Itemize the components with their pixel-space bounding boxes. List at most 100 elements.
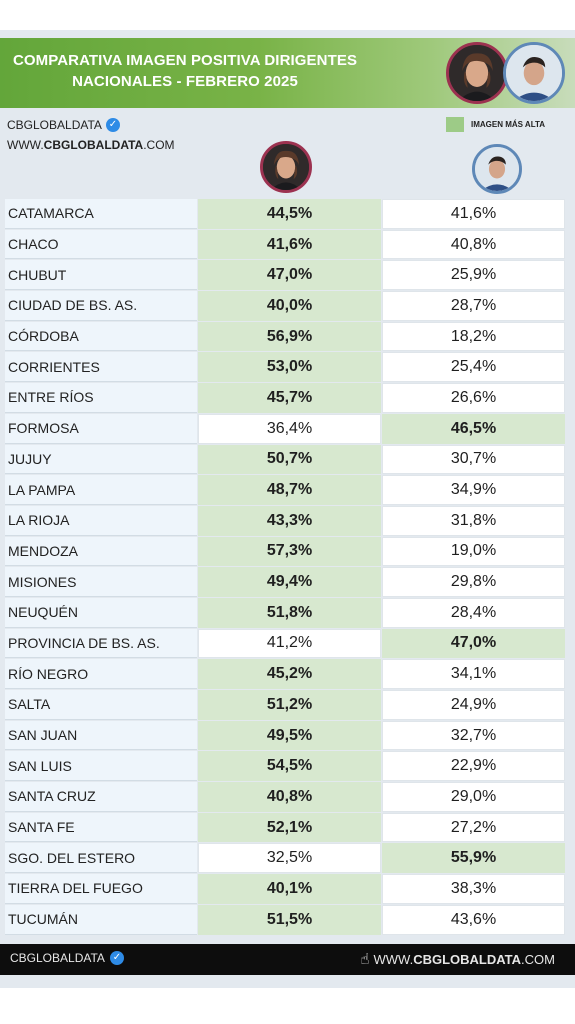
title-line-2: NACIONALES - FEBRERO 2025 [72, 73, 298, 90]
kicillof-value-cell: 34,1% [382, 659, 565, 689]
table-row: RÍO NEGRO 45,2% 34,1% [5, 659, 565, 690]
milei-value-cell: 49,5% [198, 720, 381, 751]
milei-value-cell: 40,8% [198, 782, 381, 812]
footer-bar [0, 944, 575, 975]
province-label: CORRIENTES [5, 352, 197, 383]
milei-value-cell: 32,5% [198, 843, 381, 874]
kicillof-portrait-header [503, 42, 565, 104]
province-label: CÓRDOBA [5, 321, 197, 352]
kicillof-portrait-column [472, 144, 522, 194]
table-row: CÓRDOBA 56,9% 18,2% [5, 321, 565, 353]
table-row: SALTA 51,2% 24,9% [5, 690, 565, 721]
milei-value-cell: 51,8% [198, 597, 381, 628]
kicillof-value-cell: 55,9% [382, 843, 565, 874]
milei-value-cell: 56,9% [198, 321, 381, 352]
milei-value-cell: 40,0% [198, 291, 381, 321]
kicillof-value-cell: 38,3% [382, 874, 565, 904]
milei-value-cell: 51,2% [198, 690, 381, 720]
table-row: TIERRA DEL FUEGO 40,1% 38,3% [5, 874, 565, 905]
milei-value-cell: 53,0% [198, 352, 381, 383]
table-row: CATAMARCA 44,5% 41,6% [5, 199, 565, 230]
kicillof-value-cell: 41,6% [382, 199, 565, 229]
table-row: CORRIENTES 53,0% 25,4% [5, 352, 565, 383]
milei-value-cell: 49,4% [198, 567, 381, 597]
table-row: ENTRE RÍOS 45,7% 26,6% [5, 383, 565, 414]
brand-handle: CBGLOBALDATA ✓ [7, 118, 120, 132]
kicillof-value-cell: 25,4% [382, 352, 565, 383]
province-label: MENDOZA [5, 536, 197, 567]
brand-name: CBGLOBALDATA [7, 118, 102, 132]
footer-brand: CBGLOBALDATA ✓ [10, 951, 124, 965]
province-label: NEUQUÉN [5, 597, 197, 628]
milei-value-cell: 40,1% [198, 874, 381, 904]
province-label: JUJUY [5, 444, 197, 475]
milei-value-cell: 41,2% [198, 628, 381, 659]
kicillof-value-cell: 28,4% [382, 597, 565, 628]
table-row: SANTA CRUZ 40,8% 29,0% [5, 782, 565, 813]
table-row: JUJUY 50,7% 30,7% [5, 444, 565, 476]
table-row: FORMOSA 36,4% 46,5% [5, 413, 565, 445]
province-label: SANTA FE [5, 812, 197, 843]
brand-website: WWW.CBGLOBALDATA.COM [7, 138, 175, 152]
site-prefix: WWW. [7, 138, 44, 152]
kicillof-value-cell: 18,2% [382, 321, 565, 352]
province-label: SALTA [5, 690, 197, 720]
milei-value-cell: 51,5% [198, 904, 381, 935]
footer-website: ☝ WWW.CBGLOBALDATA.COM [360, 950, 555, 968]
footer-site-suffix: .COM [521, 951, 555, 967]
title-line-1: COMPARATIVA IMAGEN POSITIVA DIRIGENTES [12, 52, 358, 69]
milei-portrait-column [260, 141, 312, 193]
milei-value-cell: 48,7% [198, 475, 381, 505]
table-row: MENDOZA 57,3% 19,0% [5, 536, 565, 568]
province-label: CATAMARCA [5, 199, 197, 229]
province-label: SAN LUIS [5, 751, 197, 782]
milei-value-cell: 43,3% [198, 505, 381, 536]
table-row: CHUBUT 47,0% 25,9% [5, 260, 565, 291]
kicillof-value-cell: 26,6% [382, 383, 565, 413]
table-row: MISIONES 49,4% 29,8% [5, 567, 565, 598]
kicillof-value-cell: 34,9% [382, 475, 565, 505]
table-row: SGO. DEL ESTERO 32,5% 55,9% [5, 843, 565, 874]
footer-verified-badge-icon: ✓ [109, 951, 124, 965]
province-label: CIUDAD DE BS. AS. [5, 291, 197, 321]
chart-title: COMPARATIVA IMAGEN POSITIVA DIRIGENTES N… [0, 50, 370, 92]
legend-swatch [446, 117, 464, 132]
kicillof-value-cell: 40,8% [382, 229, 565, 260]
milei-value-cell: 45,7% [198, 383, 381, 413]
province-label: LA PAMPA [5, 475, 197, 505]
kicillof-value-cell: 25,9% [382, 260, 565, 291]
table-row: CIUDAD DE BS. AS. 40,0% 28,7% [5, 291, 565, 322]
province-label: CHUBUT [5, 260, 197, 291]
province-label: MISIONES [5, 567, 197, 597]
legend-label: IMAGEN MÁS ALTA [471, 120, 546, 129]
kicillof-value-cell: 29,0% [382, 782, 565, 812]
province-label: RÍO NEGRO [5, 659, 197, 689]
milei-value-cell: 50,7% [198, 444, 381, 475]
milei-value-cell: 54,5% [198, 751, 381, 782]
province-label: TIERRA DEL FUEGO [5, 874, 197, 904]
province-label: TUCUMÁN [5, 904, 197, 935]
table-row: NEUQUÉN 51,8% 28,4% [5, 597, 565, 629]
footer-site-text: WWW.CBGLOBALDATA.COM [373, 952, 555, 967]
kicillof-value-cell: 46,5% [382, 413, 565, 444]
verified-badge-icon: ✓ [105, 118, 120, 132]
milei-value-cell: 36,4% [198, 413, 381, 444]
province-label: LA RIOJA [5, 505, 197, 536]
table-row: SANTA FE 52,1% 27,2% [5, 812, 565, 844]
province-label: SGO. DEL ESTERO [5, 843, 197, 874]
kicillof-value-cell: 24,9% [382, 690, 565, 720]
pointer-hand-icon: ☝ [360, 951, 370, 968]
table-row: SAN LUIS 54,5% 22,9% [5, 751, 565, 782]
province-label: ENTRE RÍOS [5, 383, 197, 413]
kicillof-value-cell: 19,0% [382, 536, 565, 567]
table-row: LA RIOJA 43,3% 31,8% [5, 505, 565, 537]
table-row: SAN JUAN 49,5% 32,7% [5, 720, 565, 752]
province-label: CHACO [5, 229, 197, 260]
kicillof-value-cell: 27,2% [382, 812, 565, 843]
province-label: FORMOSA [5, 413, 197, 444]
province-label: SANTA CRUZ [5, 782, 197, 812]
footer-brand-name: CBGLOBALDATA [10, 951, 105, 965]
milei-value-cell: 47,0% [198, 260, 381, 291]
kicillof-value-cell: 47,0% [382, 628, 565, 659]
comparison-table: CATAMARCA 44,5% 41,6% CHACO 41,6% 40,8% CHUBUT… [5, 199, 565, 936]
